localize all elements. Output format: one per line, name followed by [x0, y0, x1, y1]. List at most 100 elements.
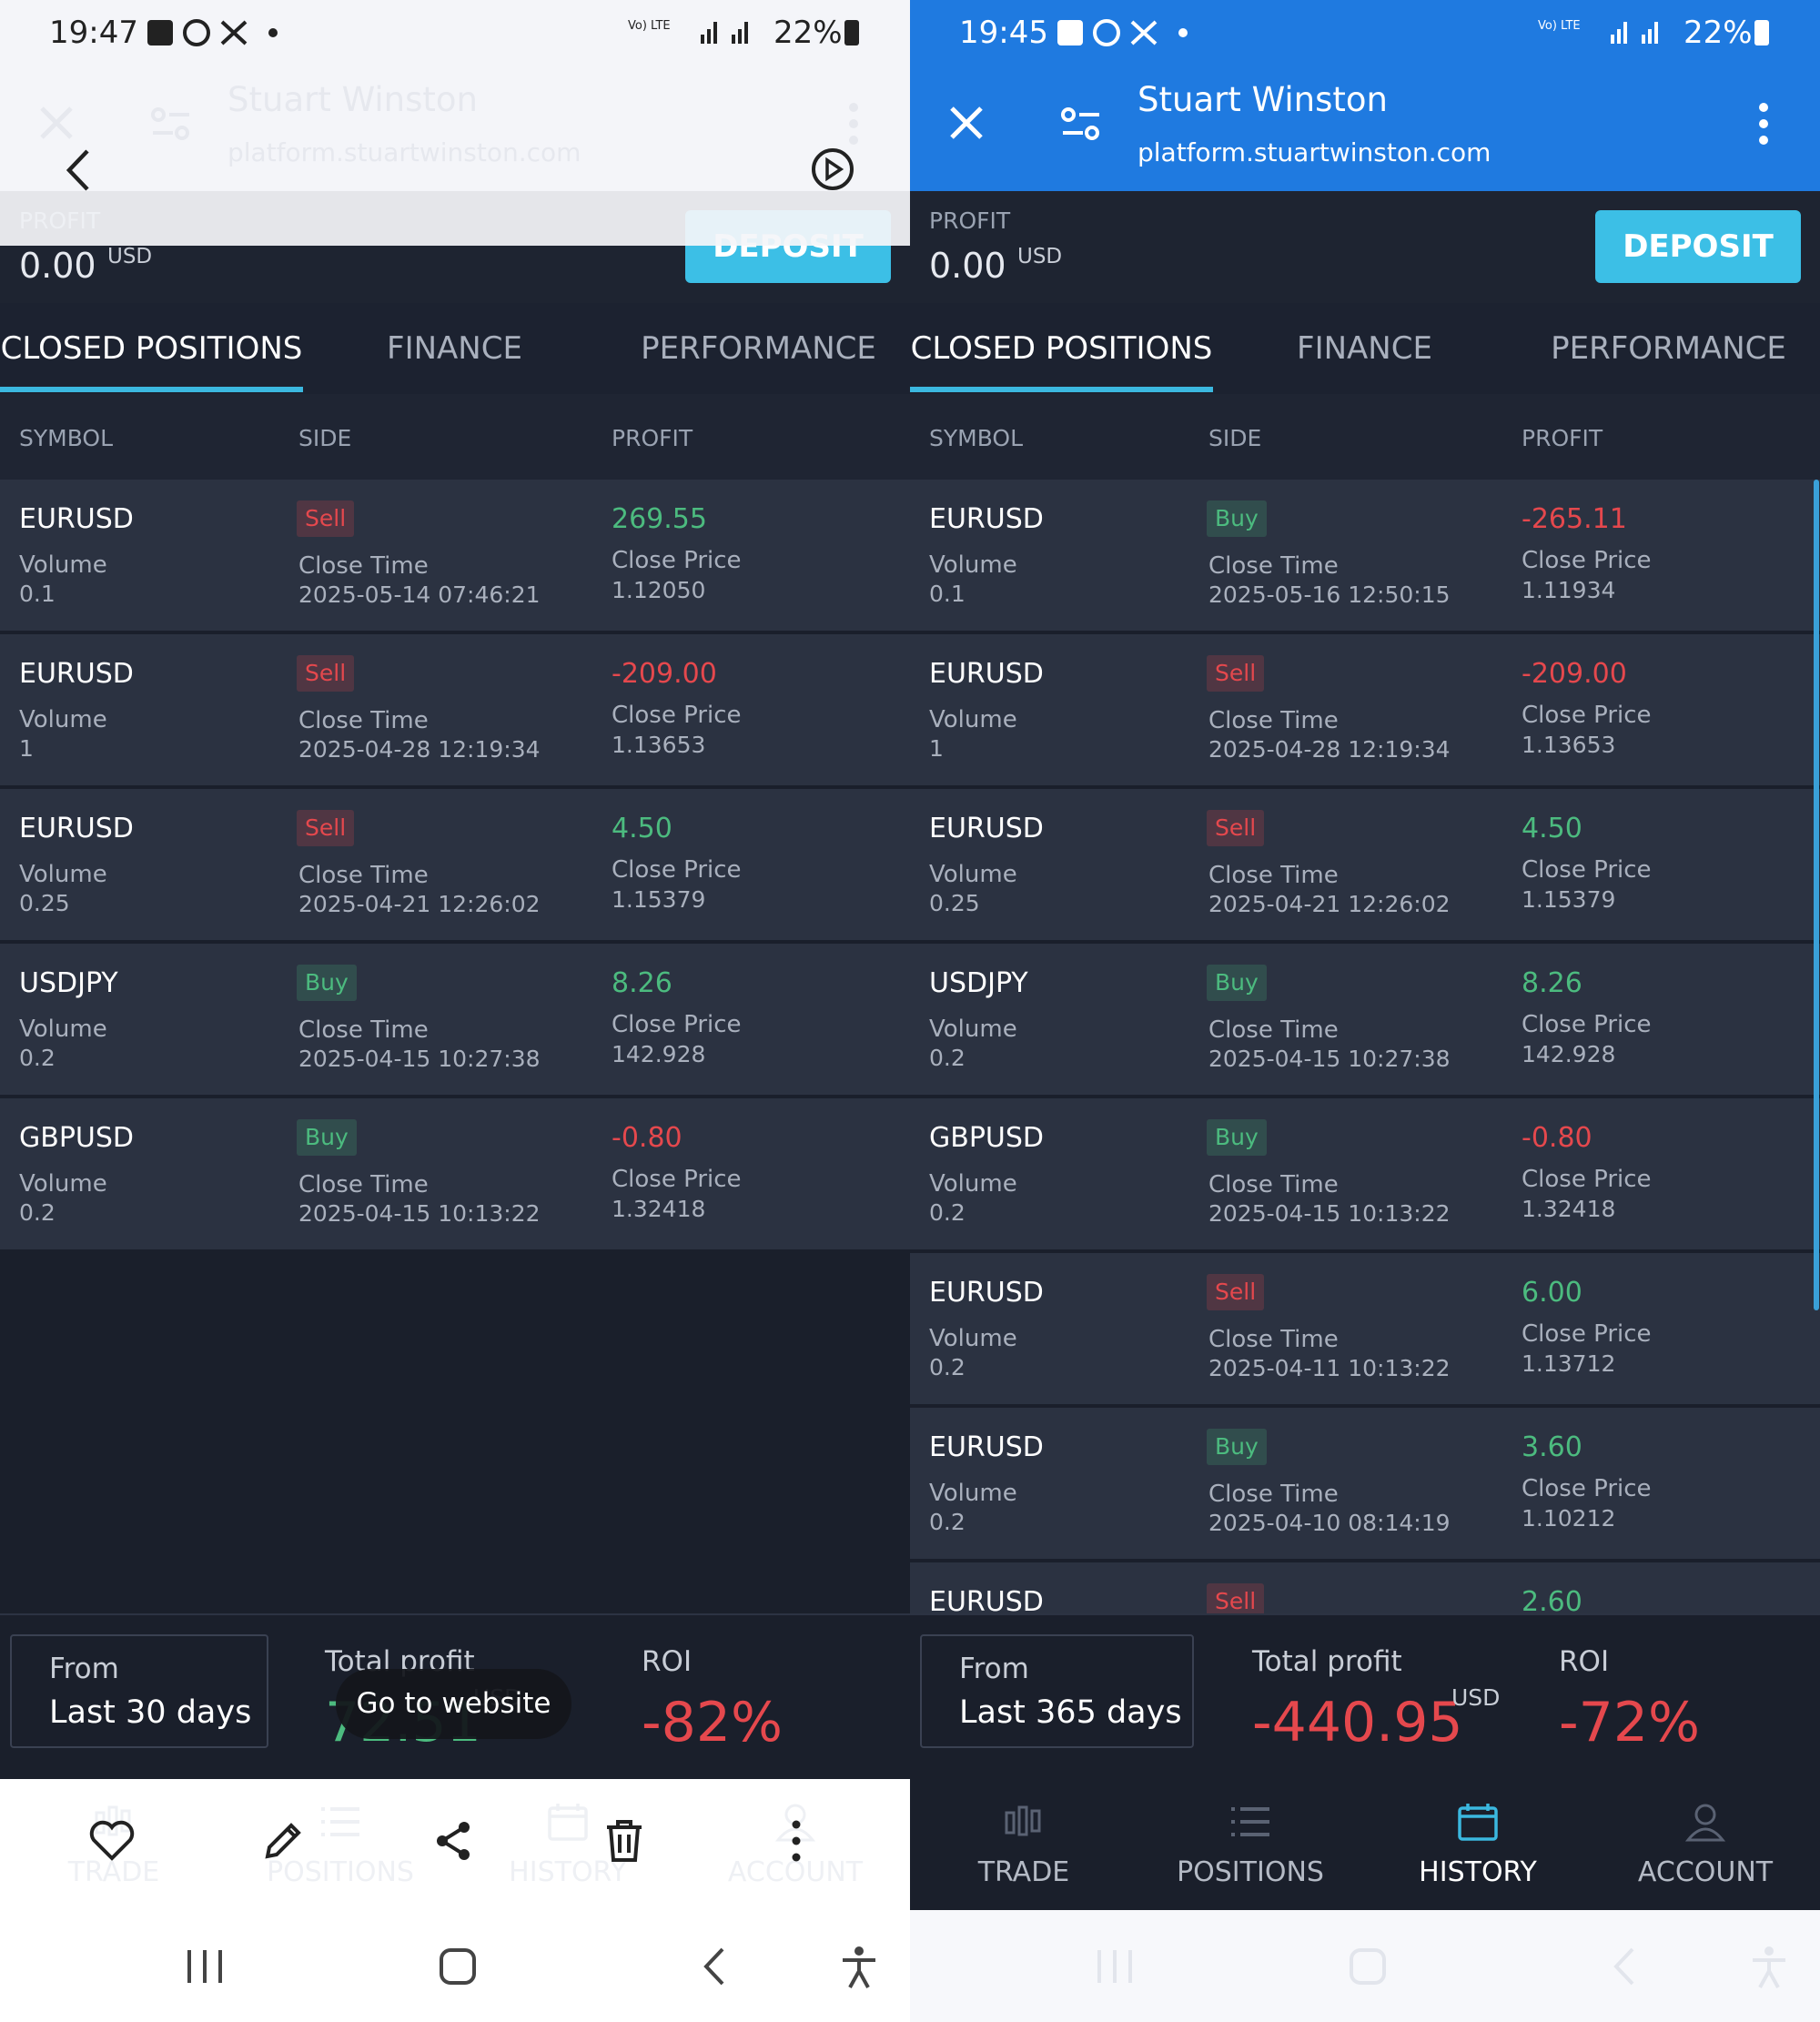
close-time: 2025-04-11 10:13:22 — [1208, 1354, 1451, 1381]
nav-label[interactable]: POSITIONS — [267, 1856, 414, 1889]
column-header: PROFIT — [1522, 424, 1603, 451]
nav-label[interactable]: ACCOUNT — [727, 1856, 864, 1889]
recents-button[interactable] — [186, 1948, 224, 1985]
nav-icon[interactable] — [1684, 1802, 1726, 1844]
page-settings-button[interactable] — [151, 106, 191, 142]
play-button[interactable] — [810, 147, 855, 192]
position-row[interactable]: EURUSD Sell -209.00 Volume 1 Close Time 2025-0… — [910, 634, 1820, 785]
close-time: 2025-04-28 12:19:34 — [298, 735, 541, 763]
active-tab-indicator — [910, 387, 1213, 392]
recents-button[interactable] — [1096, 1948, 1134, 1985]
close-price-label: Close Price — [1522, 855, 1652, 884]
volume-label: Volume — [929, 1324, 1017, 1352]
profit: -0.80 — [1522, 1122, 1592, 1155]
nav-icon[interactable] — [1003, 1802, 1045, 1844]
side-badge: Sell — [1207, 810, 1265, 846]
go-to-website-button[interactable]: Go to website — [336, 1669, 571, 1739]
total-currency: USD — [1451, 1683, 1501, 1711]
battery-text: 22% — [774, 14, 843, 51]
status-icons — [1056, 18, 1192, 47]
more-button[interactable] — [789, 1820, 804, 1862]
accessibility-button[interactable] — [1751, 1946, 1787, 1989]
profit-label: PROFIT — [929, 207, 1011, 234]
nav-label[interactable]: ACCOUNT — [1637, 1856, 1774, 1889]
close-time-label: Close Time — [298, 551, 429, 580]
position-row[interactable]: EURUSD Sell 4.50 Volume 0.25 Close Time 2025-0… — [910, 789, 1820, 940]
volume: 0.1 — [929, 580, 966, 607]
tab[interactable]: PERFORMANCE — [641, 329, 876, 367]
period-selector[interactable] — [920, 1634, 1194, 1748]
close-time-label: Close Time — [1208, 551, 1339, 580]
close-price: 1.11934 — [1522, 576, 1616, 603]
volume-label: Volume — [19, 705, 107, 733]
side-badge: Sell — [297, 500, 355, 537]
position-row[interactable]: EURUSD Buy -265.11 Volume 0.1 Close Time 2025-… — [910, 480, 1820, 631]
close-price: 1.32418 — [1522, 1195, 1616, 1222]
home-button[interactable] — [1349, 1947, 1387, 1986]
period-selector[interactable] — [10, 1634, 268, 1748]
edit-button[interactable] — [262, 1820, 304, 1862]
position-row[interactable]: EURUSD Buy 3.60 Volume 0.2 Close Time 2025-04-… — [910, 1408, 1820, 1559]
accessibility-button[interactable] — [841, 1946, 877, 1989]
nav-icon[interactable] — [1457, 1802, 1499, 1844]
tab[interactable]: CLOSED POSITIONS — [0, 329, 303, 367]
delete-button[interactable] — [605, 1818, 643, 1864]
page-url: platform.stuartwinston.com — [228, 136, 581, 167]
nav-icon[interactable] — [1229, 1802, 1271, 1844]
accessibility-button-glyph — [843, 1946, 875, 1988]
close-price-label: Close Price — [612, 701, 742, 729]
battery-text: 22% — [1684, 14, 1753, 51]
position-row[interactable]: EURUSD Sell 2.60 — [910, 1562, 1820, 1613]
back-button-glyph — [1613, 1947, 1634, 1986]
tab[interactable]: FINANCE — [387, 329, 522, 367]
volume: 0.2 — [929, 1198, 966, 1226]
position-row[interactable]: EURUSD Sell 269.55 Volume 0.1 Close Time 2025-… — [0, 480, 910, 631]
deposit-button[interactable]: DEPOSIT — [1595, 210, 1801, 283]
back-button[interactable] — [703, 1946, 726, 1987]
close-price-label: Close Price — [612, 546, 742, 574]
position-row[interactable]: EURUSD Sell -209.00 Volume 1 Close Time 2025-0… — [0, 634, 910, 785]
nav-icon[interactable] — [547, 1802, 589, 1844]
menu-button[interactable] — [846, 102, 861, 146]
volume: 1 — [19, 734, 34, 762]
nav-label[interactable]: HISTORY — [1419, 1856, 1537, 1889]
from-label: From — [49, 1652, 119, 1685]
position-row[interactable]: GBPUSD Buy -0.80 Volume 0.2 Close Time 2025-04… — [910, 1098, 1820, 1249]
position-row[interactable]: USDJPY Buy 8.26 Volume 0.2 Close Time 2025-04-… — [0, 944, 910, 1095]
position-row[interactable]: USDJPY Buy 8.26 Volume 0.2 Close Time 2025-04-… — [910, 944, 1820, 1095]
nav-label[interactable]: TRADE — [67, 1856, 160, 1889]
close-time: 2025-05-14 07:46:21 — [298, 581, 541, 608]
period: Last 30 days — [49, 1694, 252, 1732]
roi-label: ROI — [1559, 1644, 1610, 1678]
delete-button-glyph — [607, 1820, 642, 1862]
accessibility-button-glyph — [1753, 1946, 1785, 1988]
position-row[interactable]: GBPUSD Buy -0.80 Volume 0.2 Close Time 2025-04… — [0, 1098, 910, 1249]
tab[interactable]: PERFORMANCE — [1551, 329, 1786, 367]
favorite-button[interactable] — [88, 1820, 136, 1862]
nav-icon[interactable] — [319, 1802, 361, 1844]
page-settings-button[interactable] — [1061, 106, 1101, 142]
position-row[interactable]: EURUSD Sell 4.50 Volume 0.25 Close Time 2025-0… — [0, 789, 910, 940]
close-tab-button[interactable] — [38, 105, 75, 141]
table-header — [910, 394, 1820, 480]
symbol: EURUSD — [19, 813, 134, 845]
back-button[interactable] — [1613, 1946, 1636, 1987]
scrollbar — [1814, 480, 1819, 1310]
tab[interactable]: CLOSED POSITIONS — [910, 329, 1213, 367]
nav-label[interactable]: POSITIONS — [1177, 1856, 1324, 1889]
page-settings-button-glyph — [151, 107, 189, 140]
back-arrow-button[interactable] — [64, 147, 91, 193]
signal-icons: Vo) LTE — [1538, 16, 1674, 47]
nav-label[interactable]: HISTORY — [509, 1856, 627, 1889]
nav-label[interactable]: TRADE — [977, 1856, 1070, 1889]
share-button[interactable] — [433, 1820, 473, 1862]
home-button[interactable] — [439, 1947, 477, 1986]
position-row[interactable]: EURUSD Sell 6.00 Volume 0.2 Close Time 2025-04… — [910, 1253, 1820, 1404]
total-profit: -440.95 — [1252, 1690, 1463, 1754]
tab[interactable]: FINANCE — [1297, 329, 1432, 367]
close-time: 2025-04-21 12:26:02 — [1208, 890, 1451, 917]
close-tab-button[interactable] — [948, 105, 985, 141]
menu-button[interactable] — [1756, 102, 1771, 146]
close-price-label: Close Price — [1522, 546, 1652, 574]
